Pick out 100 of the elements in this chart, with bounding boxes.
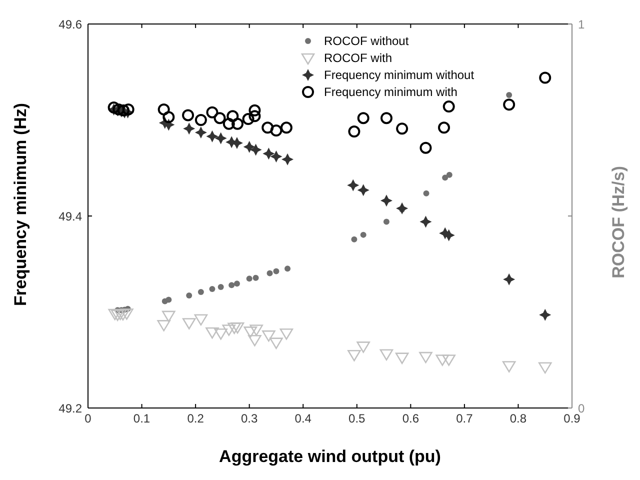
point bbox=[120, 308, 134, 320]
point bbox=[506, 92, 512, 98]
point bbox=[242, 113, 254, 126]
point bbox=[383, 218, 390, 225]
legend-label: ROCOF without bbox=[324, 34, 409, 48]
x-tick-label: 0.3 bbox=[240, 412, 258, 426]
y2-tick-label: 1 bbox=[578, 17, 585, 32]
point bbox=[162, 111, 175, 124]
point bbox=[503, 273, 516, 286]
x-tick-label: 0.8 bbox=[510, 412, 527, 426]
point bbox=[228, 282, 235, 288]
point bbox=[162, 310, 176, 322]
legend-label: Frequency minimum without bbox=[324, 68, 474, 82]
point bbox=[539, 308, 552, 321]
point bbox=[270, 150, 282, 162]
point bbox=[420, 216, 432, 228]
point bbox=[243, 140, 256, 153]
point bbox=[248, 104, 261, 116]
point bbox=[230, 322, 244, 334]
point bbox=[351, 236, 358, 242]
point bbox=[396, 122, 408, 135]
point bbox=[198, 289, 204, 296]
y-tick-label: 49.6 bbox=[58, 17, 82, 32]
point bbox=[438, 122, 450, 134]
point bbox=[280, 328, 294, 340]
point bbox=[250, 144, 262, 156]
x-tick-label: 0.6 bbox=[402, 412, 420, 426]
point bbox=[395, 352, 409, 364]
point bbox=[380, 349, 394, 361]
point bbox=[348, 126, 360, 138]
point bbox=[262, 122, 274, 134]
point bbox=[282, 153, 294, 166]
point bbox=[222, 324, 236, 336]
point bbox=[226, 110, 239, 122]
point bbox=[182, 109, 194, 122]
x-tick-label: 0.2 bbox=[187, 412, 204, 426]
x-tick-label: 0 bbox=[84, 412, 92, 426]
point bbox=[252, 274, 259, 281]
point bbox=[420, 142, 432, 154]
point bbox=[266, 270, 273, 276]
point bbox=[348, 350, 361, 362]
x-tick-label: 0.4 bbox=[294, 412, 312, 426]
point bbox=[108, 308, 122, 320]
point bbox=[182, 318, 196, 330]
x-tick-label: 0.7 bbox=[456, 412, 474, 426]
x-tick-label: 0.9 bbox=[564, 412, 581, 426]
point bbox=[234, 280, 240, 287]
point bbox=[442, 100, 455, 113]
point bbox=[357, 184, 370, 196]
point bbox=[222, 118, 235, 130]
point bbox=[538, 362, 552, 374]
point bbox=[284, 266, 291, 272]
point bbox=[186, 292, 192, 298]
point bbox=[250, 324, 263, 336]
point bbox=[380, 194, 392, 207]
point bbox=[158, 103, 170, 116]
point bbox=[194, 114, 207, 126]
x-tick-label: 0.5 bbox=[348, 412, 366, 426]
point bbox=[218, 284, 224, 290]
point bbox=[194, 126, 207, 138]
legend-label: Frequency minimum with bbox=[324, 84, 458, 98]
point bbox=[157, 320, 170, 332]
point bbox=[214, 112, 226, 124]
point bbox=[246, 276, 252, 282]
point bbox=[357, 112, 370, 124]
point bbox=[419, 352, 432, 364]
y2-axis-title: ROCOF (Hz/s) bbox=[609, 166, 628, 278]
x-tick-label: 0.1 bbox=[133, 412, 150, 426]
point bbox=[262, 330, 276, 342]
y-axis-title: Frequency minimum (Hz) bbox=[11, 102, 30, 306]
point bbox=[380, 112, 392, 124]
point bbox=[206, 130, 218, 142]
point bbox=[539, 72, 552, 84]
point bbox=[183, 122, 196, 135]
y-tick-label: 49.4 bbox=[58, 209, 82, 224]
point bbox=[209, 286, 216, 292]
point bbox=[442, 229, 455, 242]
point bbox=[360, 232, 366, 238]
point bbox=[270, 124, 282, 137]
point bbox=[270, 338, 283, 349]
point bbox=[122, 103, 134, 116]
y-tick-label: 49.2 bbox=[58, 401, 82, 416]
point bbox=[442, 174, 448, 181]
point bbox=[244, 326, 258, 338]
point bbox=[206, 106, 218, 118]
point bbox=[423, 190, 430, 196]
point bbox=[262, 148, 275, 160]
point bbox=[214, 132, 227, 144]
point bbox=[248, 110, 261, 122]
point bbox=[502, 361, 516, 372]
legend-label: ROCOF with bbox=[324, 50, 392, 64]
point bbox=[442, 354, 456, 366]
point bbox=[110, 310, 124, 321]
point bbox=[228, 322, 241, 334]
point bbox=[446, 172, 452, 178]
point bbox=[356, 342, 370, 353]
point bbox=[347, 179, 360, 192]
point bbox=[206, 327, 219, 339]
point bbox=[273, 268, 280, 274]
y2-tick-label: 0 bbox=[578, 401, 585, 416]
